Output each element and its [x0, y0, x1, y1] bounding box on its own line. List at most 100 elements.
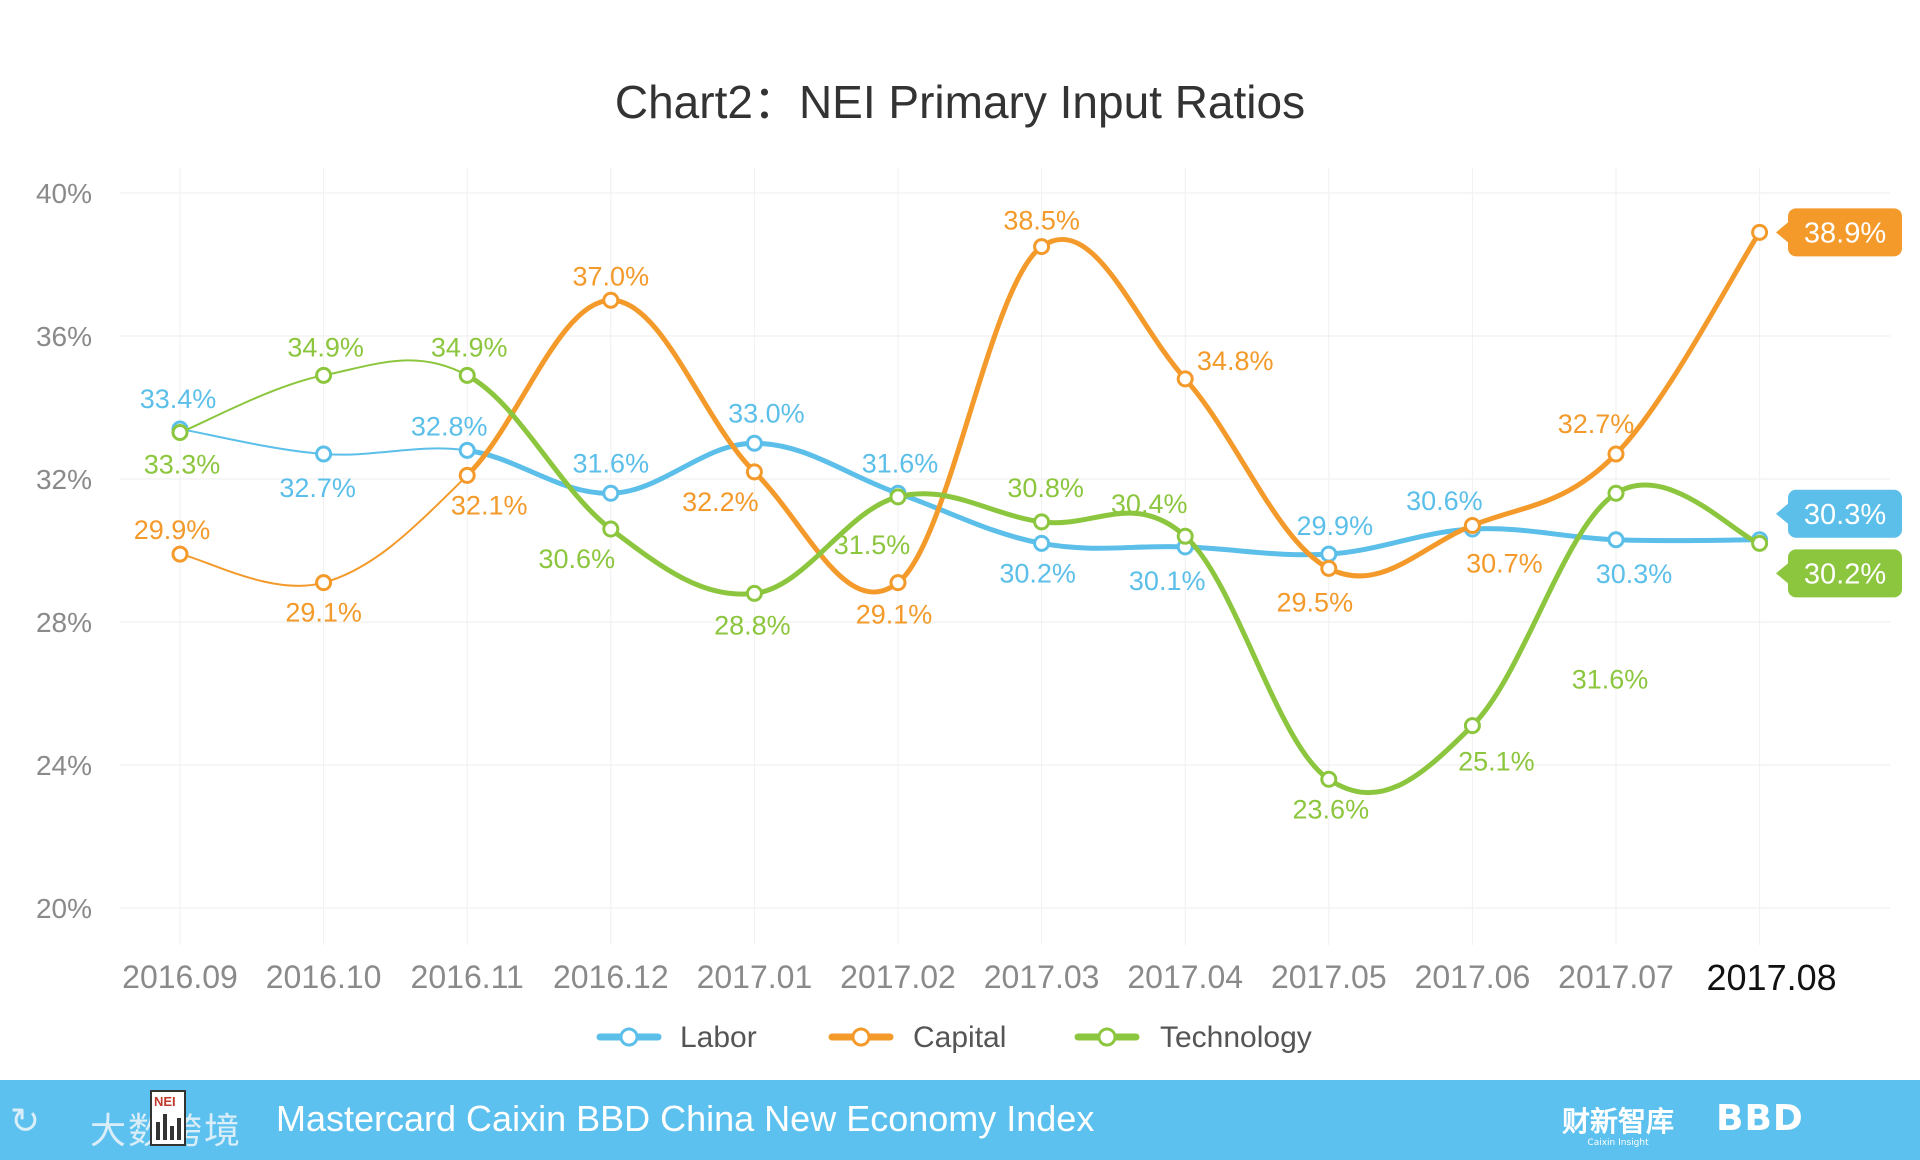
x-tick-label: 2017.05 [1271, 959, 1387, 995]
x-tick-label: 2017.06 [1415, 959, 1531, 995]
data-point-labor[interactable] [458, 441, 476, 459]
line-chart: Chart2：NEI Primary Input Ratios 20% 24% 28… [36, 76, 1902, 1054]
data-point-capital[interactable] [1320, 559, 1338, 577]
data-point-capital[interactable] [602, 291, 620, 309]
data-point-labor[interactable] [1607, 531, 1625, 549]
data-point-capital[interactable] [1751, 223, 1769, 241]
data-label-labor: 32.8% [411, 411, 488, 441]
data-label-capital: 29.1% [856, 600, 933, 630]
data-point-capital[interactable] [1463, 516, 1481, 534]
end-tag-labor [1788, 489, 1902, 538]
data-point-technology[interactable] [889, 488, 907, 506]
end-tag-pointer [1776, 222, 1788, 243]
data-point-technology[interactable] [458, 366, 476, 384]
data-label-technology: 30.8% [1007, 473, 1084, 503]
data-label-labor: 30.3% [1596, 559, 1673, 589]
legend-item-labor[interactable]: Labor [596, 1021, 757, 1054]
series-line-labor [464, 440, 1763, 558]
data-point-capital[interactable] [315, 574, 333, 592]
legend-label: Technology [1160, 1021, 1312, 1054]
watermark-logo: ↻ 大数跨境 [10, 1094, 250, 1152]
data-point-technology[interactable] [171, 424, 189, 442]
grid [120, 168, 1890, 945]
data-label-capital: 30.7% [1466, 548, 1543, 578]
caixin-logo-text: 财新智库 [1562, 1105, 1675, 1138]
data-point-capital[interactable] [458, 466, 476, 484]
data-point-labor[interactable] [745, 434, 763, 452]
data-point-capital[interactable] [745, 463, 763, 481]
data-label-capital: 32.7% [1558, 409, 1635, 439]
legend-label: Capital [913, 1021, 1006, 1054]
legend-item-capital[interactable]: Capital [828, 1021, 1006, 1054]
data-label-capital: 29.1% [285, 598, 362, 628]
data-label-labor: 33.4% [140, 384, 217, 414]
data-point-capital[interactable] [1176, 370, 1194, 388]
data-point-technology[interactable] [1463, 717, 1481, 735]
legend[interactable]: Labor Capital Technology [596, 1021, 1312, 1054]
data-point-labor[interactable] [1033, 534, 1051, 552]
data-point-capital[interactable] [171, 545, 189, 563]
chart-title: Chart2：NEI Primary Input Ratios [615, 76, 1305, 128]
legend-item-technology[interactable]: Technology [1074, 1021, 1312, 1054]
data-label-labor: 30.6% [1406, 486, 1483, 516]
data-label-labor: 31.6% [573, 448, 650, 478]
x-tick-label: 2016.09 [122, 959, 238, 995]
data-point-labor[interactable] [602, 484, 620, 502]
y-tick-label: 32% [36, 464, 92, 495]
data-point-labor[interactable] [315, 445, 333, 463]
data-labels: 33.4% 32.7% 32.8% 31.6% 33.0% 31.6% 30.2% 30.1%… [134, 206, 1673, 825]
end-tag-label-capital: 38.9% [1804, 217, 1886, 249]
y-tick-label: 24% [36, 750, 92, 781]
data-label-labor: 32.7% [279, 473, 356, 503]
x-tick-label: 2017.02 [840, 959, 956, 995]
x-tick-label: 2016.12 [553, 959, 669, 995]
data-point-labor[interactable] [1320, 545, 1338, 563]
data-label-technology: 34.9% [287, 332, 364, 362]
data-point-technology[interactable] [315, 366, 333, 384]
y-tick-label: 20% [36, 893, 92, 924]
data-label-capital: 32.1% [451, 490, 528, 520]
x-axis: 2016.09 2016.10 2016.11 2016.12 2017.01 2017.… [122, 957, 1837, 998]
legend-marker-icon [851, 1027, 871, 1047]
data-label-capital: 32.2% [682, 487, 759, 517]
data-point-technology[interactable] [1320, 770, 1338, 788]
data-label-capital: 29.5% [1277, 587, 1354, 617]
data-label-capital: 34.8% [1197, 346, 1274, 376]
y-axis: 20% 24% 28% 32% 36% 40% [36, 178, 92, 924]
data-point-technology[interactable] [1751, 534, 1769, 552]
legend-marker-icon [1097, 1027, 1117, 1047]
data-point-technology[interactable] [1176, 527, 1194, 545]
data-label-technology: 23.6% [1293, 794, 1370, 824]
nei-badge-icon: NEI [150, 1090, 186, 1146]
caixin-insight-logo: 财新智库 Caixin Insight [1562, 1100, 1674, 1148]
data-label-labor: 30.2% [999, 558, 1076, 588]
data-label-technology: 33.3% [144, 450, 221, 480]
data-label-technology: 31.5% [834, 530, 911, 560]
data-label-capital: 29.9% [134, 515, 211, 545]
caixin-logo-sub: Caixin Insight [1587, 1138, 1649, 1148]
end-tag-pointer [1776, 503, 1788, 524]
watermark-swoosh-icon: ↻ [10, 1100, 41, 1141]
data-label-technology: 34.9% [431, 332, 508, 362]
nei-badge-text: NEI [154, 1094, 176, 1109]
x-tick-label: 2016.10 [266, 959, 382, 995]
data-point-technology[interactable] [602, 520, 620, 538]
legend-label: Labor [680, 1021, 757, 1054]
data-point-technology[interactable] [1607, 484, 1625, 502]
bbd-logo: BBD [1716, 1098, 1804, 1139]
series-lines [171, 223, 1769, 796]
data-point-capital[interactable] [889, 574, 907, 592]
series-line-technology [464, 372, 1763, 796]
data-point-capital[interactable] [1607, 445, 1625, 463]
data-label-capital: 37.0% [573, 261, 650, 291]
data-point-technology[interactable] [1033, 513, 1051, 531]
end-tag-label-technology: 30.2% [1804, 558, 1886, 590]
index-name: Mastercard Caixin BBD China New Economy … [276, 1098, 1095, 1139]
data-point-technology[interactable] [745, 584, 763, 602]
x-tick-label: 2017.04 [1127, 959, 1243, 995]
data-label-labor: 33.0% [728, 398, 805, 428]
y-tick-label: 40% [36, 178, 92, 209]
series-line-capital [464, 229, 1763, 595]
data-point-capital[interactable] [1033, 238, 1051, 256]
y-tick-label: 28% [36, 607, 92, 638]
